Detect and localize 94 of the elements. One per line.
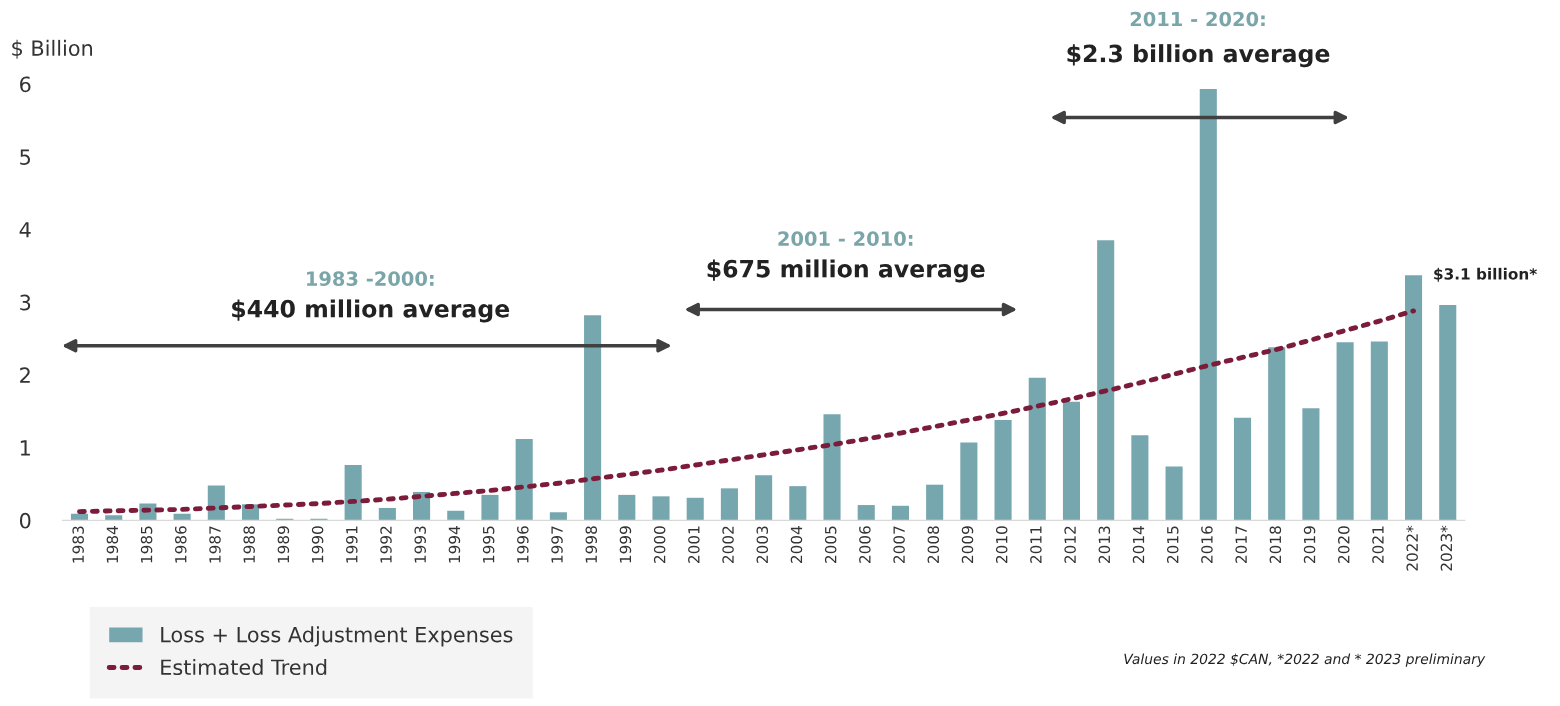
x-tick-label: 2019 [1303,526,1316,563]
bar [447,510,465,521]
annotation: 2001 - 2010: [778,231,913,246]
x-tick-label: 2023* [1440,525,1453,571]
bar [1336,342,1354,521]
x-tick-label: 2014 [1132,526,1145,563]
y-tick-label: 2 [20,367,30,383]
bar [1233,417,1252,521]
x-tick-label: 1992 [380,526,392,563]
text: $2.3 billion average [1067,44,1330,68]
bar [1028,377,1046,521]
bar [686,497,704,521]
x-tick-label: 2004 [790,526,803,563]
bar [344,465,362,521]
bar [994,419,1012,521]
x-tick-label: 2021 [1372,526,1384,563]
x-tick-label: 1997 [551,526,563,563]
x-tick-label: 1996 [517,526,529,563]
x-tick-label: 2008 [927,526,940,563]
annotation: 1983 -2000: [307,271,434,286]
x-tick-label: 1987 [209,526,221,563]
bar [1097,240,1115,521]
bar [481,494,499,521]
x-tick-label: 1988 [243,526,255,563]
bar [378,507,396,521]
x-tick-label: 2017 [1235,526,1247,563]
bar [1370,341,1388,521]
bar [960,442,978,521]
y-tick-label: 5 [20,149,31,165]
x-tick-label: 2005 [824,526,837,563]
legend-label: Estimated Trend [161,659,327,676]
bar [1199,89,1217,521]
x-tick-label: 1983 [72,526,84,563]
legend-label: Loss + Loss Adjustment Expenses [161,626,513,647]
x-tick-label: 2007 [893,526,905,563]
bar [549,512,567,521]
text: 2011 - 2020: [1130,11,1265,27]
bar [1302,408,1320,521]
y-tick-label: 1 [20,440,30,456]
x-tick-label: 1994 [448,526,461,563]
x-tick-label: 1986 [175,526,187,563]
x-tick-label: 2022* [1406,525,1418,571]
x-tick-label: 2010 [995,526,1008,563]
x-tick-label: 1995 [482,526,495,563]
bar [1404,275,1423,521]
x-tick-label: 1998 [585,526,598,563]
x-tick-label: 1999 [619,526,632,563]
y-tick-label: 0 [19,512,31,529]
annotation: $440 million average [232,299,510,323]
x-tick-label: 2015 [1166,526,1179,563]
x-tick-label: 2013 [1098,526,1111,563]
bar [857,505,875,521]
bar [584,315,602,521]
bar [926,484,944,521]
x-tick-label: 1985 [140,526,153,563]
x-tick-label: 2006 [859,526,871,563]
bar [1131,435,1149,521]
annotation: $3.1 billion* [1434,267,1537,282]
x-tick-label: 2012 [1064,526,1076,563]
bar [173,513,191,521]
annotation: $675 million average [707,259,985,283]
bar [105,515,123,521]
x-tick-label: 2002 [722,526,734,563]
bar [1439,305,1457,521]
x-tick-label: 2009 [961,526,974,563]
bar [755,475,773,521]
y-tick-label: 6 [20,76,31,93]
x-tick-label: 2001 [688,526,700,563]
bar [720,488,738,521]
bar [891,505,909,521]
x-tick-label: 1990 [311,526,324,563]
x-tick-label: 2003 [756,526,769,563]
x-tick-label: 2011 [1030,526,1042,563]
x-tick-label: 2000 [653,526,666,563]
bar [1268,347,1286,521]
y-axis-title: $ Billion [12,39,93,59]
x-tick-label: 1989 [277,526,290,563]
x-tick-label: 2020 [1338,526,1350,563]
x-tick-label: 2018 [1269,526,1282,563]
bar [1062,401,1081,521]
x-tick-label: 1993 [414,526,426,563]
x-tick-label: 1984 [106,526,119,563]
bar [515,438,533,521]
y-tick-label: 3 [20,294,31,311]
text: Values in 2022 $CAN, *2022 and * 2023 preliminary [1124,653,1486,667]
bar [618,494,636,521]
bar [70,513,89,521]
x-tick-label: 2016 [1201,526,1213,563]
bar [1165,466,1183,521]
x-tick-label: 1991 [346,526,358,563]
bar [789,486,807,521]
bar [823,414,841,521]
y-tick-label: 4 [19,222,31,238]
bar [652,496,670,521]
